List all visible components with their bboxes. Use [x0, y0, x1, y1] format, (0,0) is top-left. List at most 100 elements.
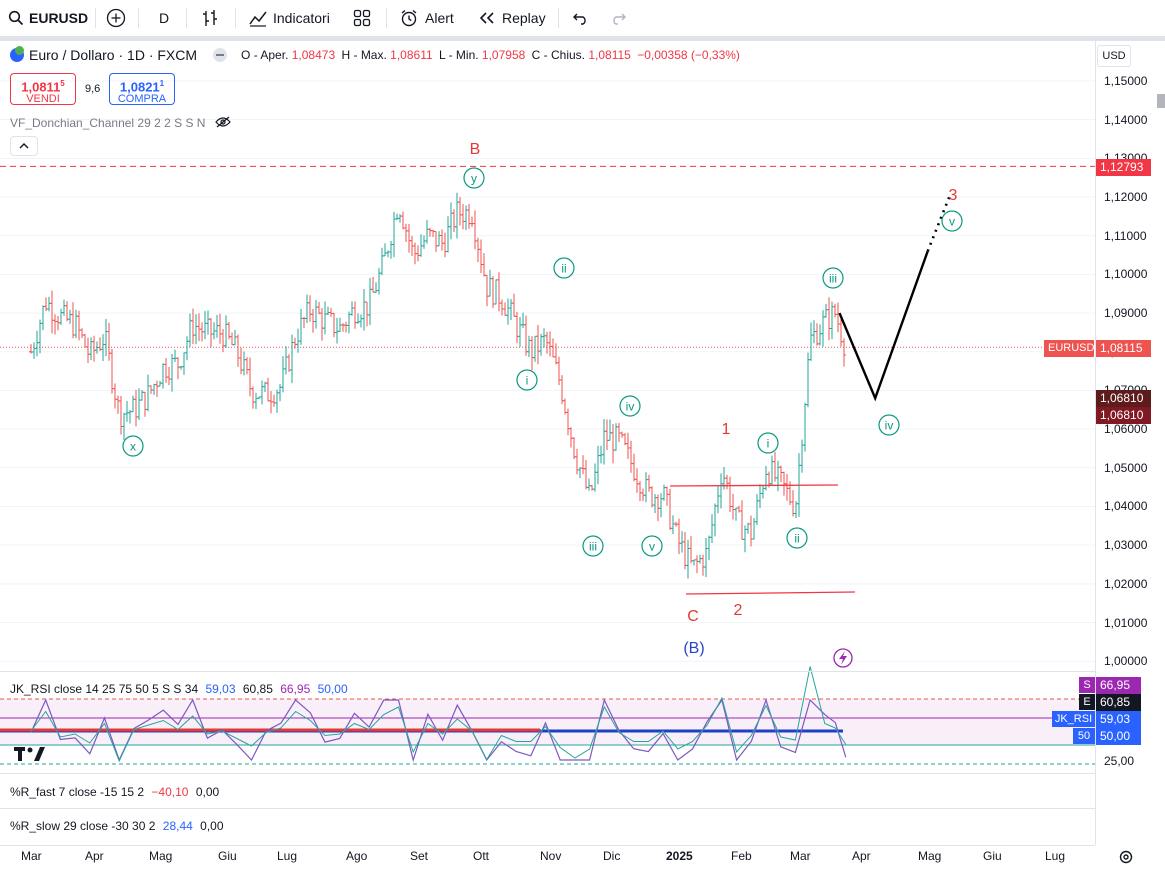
- time-tick-label: Ago: [346, 849, 368, 863]
- open-value: 1,08473: [291, 48, 336, 62]
- price-tick-label: 1,09000: [1104, 306, 1148, 321]
- wave-circle-text: y: [471, 172, 477, 186]
- close-label: C - Chius.: [531, 48, 585, 62]
- rsi-pane: [0, 666, 1095, 765]
- interval-button[interactable]: D: [159, 6, 169, 30]
- collapse-legend-icon[interactable]: [213, 48, 228, 62]
- rsi-axis-25: 25,00: [1104, 754, 1135, 768]
- donchian-indicator-legend[interactable]: VF_Donchian_Channel 29 2 2 S S N: [10, 116, 231, 131]
- price-tick-label: 1,12000: [1104, 190, 1148, 205]
- divider: [186, 8, 187, 28]
- time-tick-label: Mag: [149, 849, 173, 863]
- alarm-clock-icon: [399, 8, 419, 28]
- lightning-icon-bolt: [839, 651, 847, 665]
- time-tick-label: Apr: [852, 849, 871, 863]
- time-tick-label: Lug: [1045, 849, 1066, 863]
- redo-button[interactable]: [609, 6, 627, 30]
- divider: [386, 8, 387, 28]
- wave-label-red: 2: [734, 602, 743, 619]
- chart-type-button[interactable]: [200, 6, 220, 30]
- divider: [138, 8, 139, 28]
- rfast-title: %R_fast 7 close -15 15 2: [10, 785, 145, 799]
- rsi-axis-value-2: 60,85: [1096, 694, 1141, 711]
- pane-separator: [0, 808, 1165, 809]
- wave-circle: [822, 267, 844, 289]
- undo-button[interactable]: [572, 6, 590, 30]
- buy-label: COMPRA: [117, 93, 167, 106]
- wave-circle: [786, 527, 808, 549]
- time-tick-label: Mag: [918, 849, 942, 863]
- resistance-price-label: 1,12793: [1096, 159, 1151, 176]
- sell-price: 1,0811: [21, 79, 61, 95]
- rsi-axis-value-3: 66,95: [1096, 677, 1141, 694]
- wave-circle-text: iii: [829, 272, 837, 286]
- sell-price-pip: 5: [60, 79, 65, 88]
- wave-circle: [878, 414, 900, 436]
- spread-value: 9,6: [85, 83, 101, 95]
- alert-label: Alert: [425, 10, 454, 26]
- open-label: O - Aper.: [241, 48, 289, 62]
- low-value: 1,07958: [481, 48, 526, 62]
- horizontal-levels: [0, 165, 1095, 348]
- rsi-legend[interactable]: JK_RSI close 14 25 75 50 5 S S 34 59,03 …: [10, 682, 348, 696]
- rsi-value-3: 66,95: [280, 682, 311, 696]
- rsi-smooth-line: [30, 666, 847, 763]
- replay-button[interactable]: Replay: [478, 6, 546, 30]
- price-tick-label: 1,11000: [1104, 228, 1147, 243]
- low-label: L - Min.: [439, 48, 479, 62]
- time-tick-label: Nov: [540, 849, 562, 863]
- symbol-price-tag: EURUSD: [1044, 340, 1094, 357]
- top-toolbar: EURUSD D Indicatori Alert Replay: [0, 0, 1165, 37]
- indicators-icon: [248, 8, 268, 28]
- time-tick-label: Dic: [603, 849, 621, 863]
- price-tick-label: 1,00000: [1104, 654, 1148, 669]
- level-price-label-b: 1,06810: [1096, 407, 1151, 424]
- time-tick-label: 2025: [666, 849, 693, 863]
- wave-circle-label: y: [463, 167, 485, 189]
- wave-circle-label: v: [941, 210, 963, 232]
- axis-scroll-handle[interactable]: [1157, 94, 1165, 108]
- time-tick-label: Feb: [731, 849, 752, 863]
- wave-circle: [516, 369, 538, 391]
- buy-button[interactable]: 1,08211 COMPRA: [109, 73, 175, 105]
- rslow-legend[interactable]: %R_slow 29 close -30 30 2 28,44 0,00: [10, 819, 224, 833]
- ohlc-bars: [29, 192, 846, 579]
- buy-price-pip: 1: [159, 79, 165, 88]
- settings-gear-icon[interactable]: [1118, 849, 1134, 870]
- layouts-button[interactable]: [353, 6, 371, 30]
- time-tick-label: Giu: [983, 849, 1002, 863]
- rfast-legend[interactable]: %R_fast 7 close -15 15 2 −40,10 0,00: [10, 785, 219, 799]
- wave-circle-text: iii: [589, 540, 597, 554]
- wave-circle: [553, 257, 575, 279]
- rslow-value-2: 0,00: [200, 819, 224, 833]
- symbol-search[interactable]: EURUSD: [8, 6, 88, 30]
- sell-button[interactable]: 1,08115 VENDI: [10, 73, 76, 105]
- time-tick-label: Ott: [473, 849, 490, 863]
- currency-selector[interactable]: USD: [1097, 45, 1131, 67]
- wave-label-blue: (B): [683, 640, 704, 657]
- wave-circle-text: v: [949, 215, 955, 229]
- symbol-title[interactable]: Euro / Dollaro · 1D · FXCM: [29, 47, 198, 63]
- time-axis[interactable]: [0, 845, 1095, 871]
- compare-button[interactable]: [106, 6, 126, 30]
- grid-icon: [353, 9, 371, 27]
- wave-circle-label: iv: [878, 414, 900, 436]
- rsi-axis-value-4: 50,00: [1096, 728, 1141, 745]
- wave-circle-text: x: [130, 440, 136, 454]
- tradingview-logo[interactable]: [14, 746, 46, 767]
- wave-circle-text: i: [767, 437, 770, 451]
- rsi-tag-name: JK_RSI: [1052, 711, 1095, 727]
- alert-button[interactable]: Alert: [399, 6, 454, 30]
- rslow-value-1: 28,44: [162, 819, 193, 833]
- collapse-indicators-button[interactable]: [10, 136, 38, 156]
- wave-circle-label: v: [641, 535, 663, 557]
- hidden-eye-icon[interactable]: [215, 116, 231, 131]
- indicators-button[interactable]: Indicatori: [248, 6, 330, 30]
- level-price-label-a: 1,06810: [1096, 390, 1151, 407]
- wave-circle: [463, 167, 485, 189]
- price-tick-label: 1,02000: [1104, 576, 1148, 591]
- replay-label: Replay: [502, 10, 546, 26]
- pane-separator: [0, 671, 1165, 672]
